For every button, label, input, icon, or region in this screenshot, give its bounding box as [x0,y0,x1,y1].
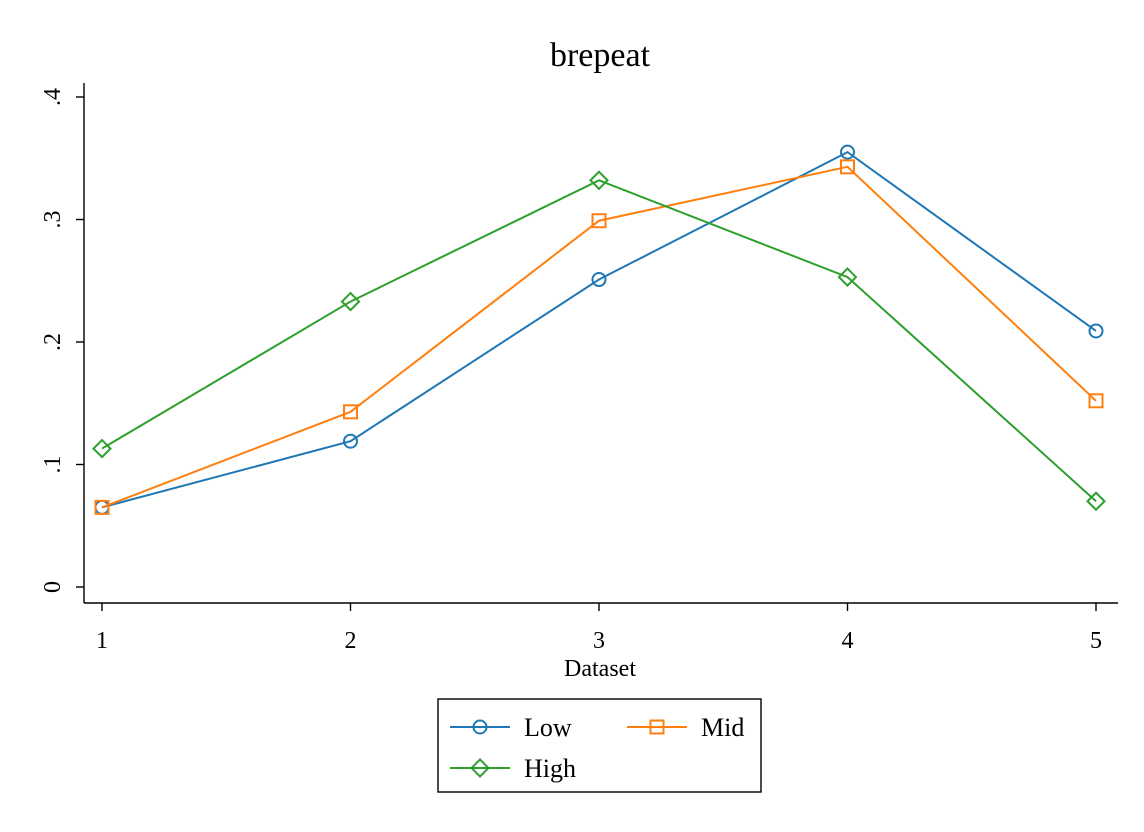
data-point-low [840,144,855,160]
data-point-high [1086,491,1106,512]
y-tick-label: 0 [40,581,66,593]
legend-item-mid: Mid [627,713,744,742]
legend-label: Mid [701,713,744,742]
series-layer [92,144,1106,515]
data-point-high [340,291,361,312]
legend-label: Low [524,713,572,742]
data-point-low [591,272,607,288]
series-line-mid [101,165,1097,509]
x-tick-label: 1 [96,628,108,654]
x-tick-label: 4 [842,628,854,654]
axes [83,83,1118,604]
legend-marker-diamond [470,758,490,778]
data-point-low [1088,323,1104,339]
x-tick-label: 2 [345,628,357,654]
x-ticks: 1 2 3 4 5 [96,603,1102,654]
y-ticks: 0 .1 .2 .3 .4 [40,88,84,593]
y-tick-label: .4 [40,88,66,106]
x-tick-label: 3 [593,628,605,654]
legend-label: High [524,754,576,783]
data-point-mid [343,404,358,420]
data-point-mid [94,499,110,515]
data-point-high [589,170,609,191]
chart-title: brepeat [550,37,651,74]
series-mid [94,159,1104,515]
legend: Low Mid High [437,698,762,793]
y-tick-label: .1 [40,456,66,474]
data-point-high [92,438,112,459]
legend-marker-circle [472,719,488,735]
data-point-mid [1088,393,1104,409]
series-line-high [101,179,1097,502]
x-axis-label: Dataset [564,656,636,682]
data-point-low [343,433,358,449]
data-point-mid [591,213,607,229]
legend-marker-square [649,719,665,735]
x-tick-label: 5 [1090,628,1102,654]
legend-item-low: Low [450,713,572,742]
legend-box [437,698,762,793]
series-line-low [101,150,1097,509]
data-point-high [837,267,858,287]
legend-item-high: High [450,754,576,783]
data-point-mid [840,159,855,175]
y-tick-label: .2 [40,333,66,351]
series-high [92,170,1106,512]
y-tick-label: .3 [40,211,66,229]
